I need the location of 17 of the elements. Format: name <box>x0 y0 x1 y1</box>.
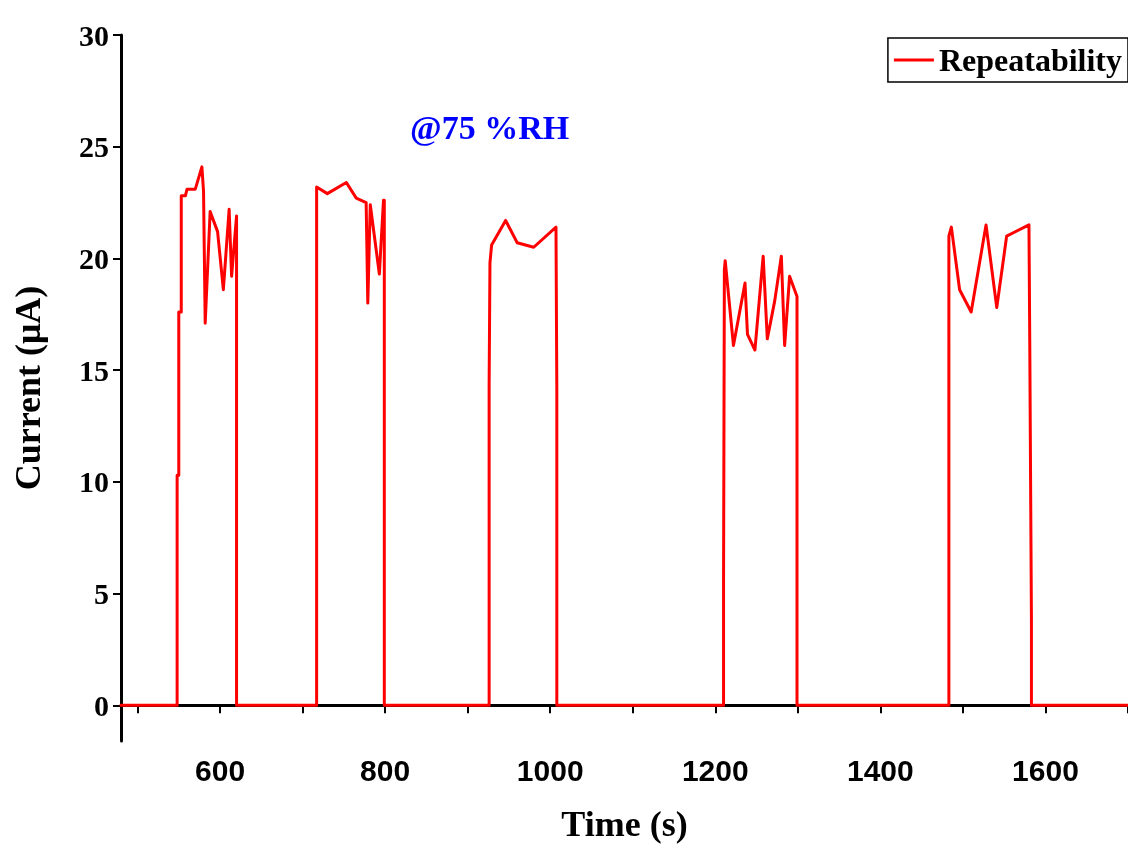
y-tick-label: 30 <box>79 18 109 52</box>
x-tick-label: 1400 <box>847 753 914 787</box>
x-tick-label: 600 <box>195 753 246 787</box>
y-tick-label: 15 <box>79 353 109 387</box>
y-tick-label: 5 <box>94 577 109 611</box>
y-tick-label: 10 <box>79 465 109 499</box>
y-axis-title: Current (μA) <box>8 285 48 491</box>
y-tick-label: 20 <box>79 241 109 275</box>
x-tick-label: 1600 <box>1012 753 1079 787</box>
x-tick-label: 1000 <box>516 753 584 787</box>
y-tick-label: 0 <box>94 688 109 722</box>
x-tick-label: 800 <box>360 753 411 787</box>
y-tick-label: 25 <box>79 130 109 164</box>
legend-label: Repeatability <box>938 42 1122 78</box>
x-tick-label: 1200 <box>681 753 749 787</box>
x-axis-title: Time (s) <box>561 804 688 844</box>
annotation: @75 %RH <box>410 108 570 146</box>
